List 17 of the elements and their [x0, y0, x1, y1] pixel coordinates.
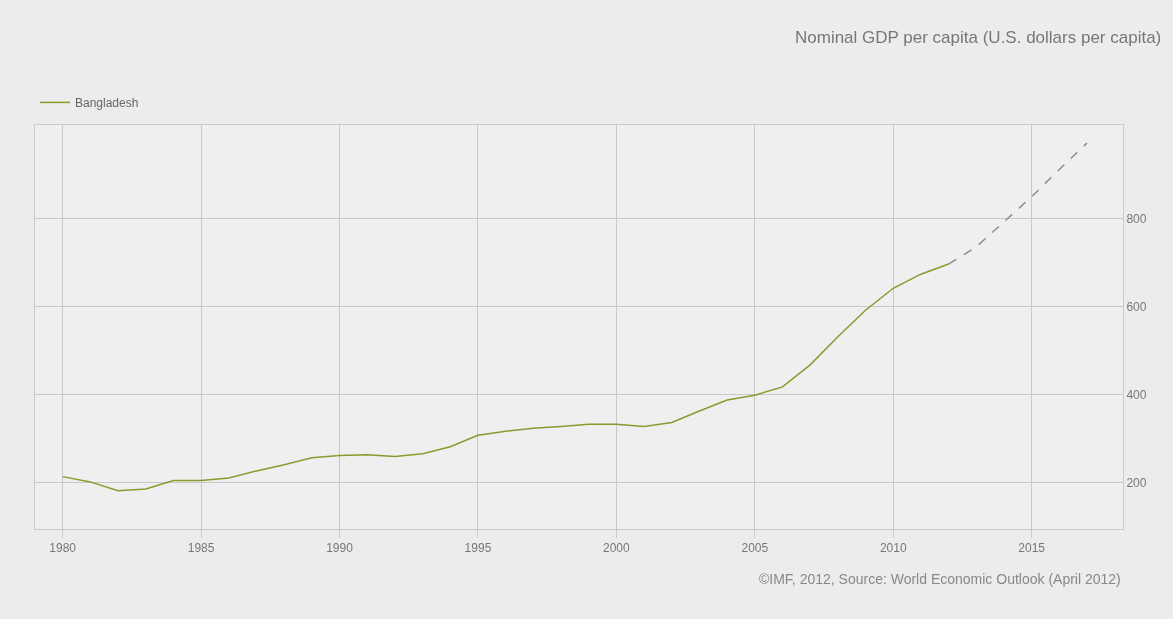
line-series	[61, 263, 950, 492]
y-tick-label: 400	[1126, 387, 1147, 402]
x-tick-label: 2010	[879, 541, 907, 556]
x-tick-label: 1980	[49, 541, 77, 556]
x-tick-label: 1990	[326, 541, 354, 556]
y-tick-label: 600	[1126, 299, 1147, 314]
text: ©IMF, 2012, Source: World Economic Outlook (April 2012)	[759, 571, 1121, 587]
x-tick-label: 1985	[187, 541, 215, 556]
legend-label: Bangladesh	[75, 96, 139, 111]
chart-title: Nominal GDP per capita (U.S. dollars per capita)	[794, 27, 1162, 47]
y-tick-label: 200	[1126, 475, 1147, 490]
x-tick-label: 2015	[1018, 541, 1046, 556]
x-tick-label: 2005	[741, 541, 769, 556]
line-series	[947, 142, 1088, 265]
x-tick-label: 2000	[603, 541, 631, 556]
y-tick-label: 800	[1126, 211, 1147, 226]
x-tick-label: 1995	[464, 541, 492, 556]
